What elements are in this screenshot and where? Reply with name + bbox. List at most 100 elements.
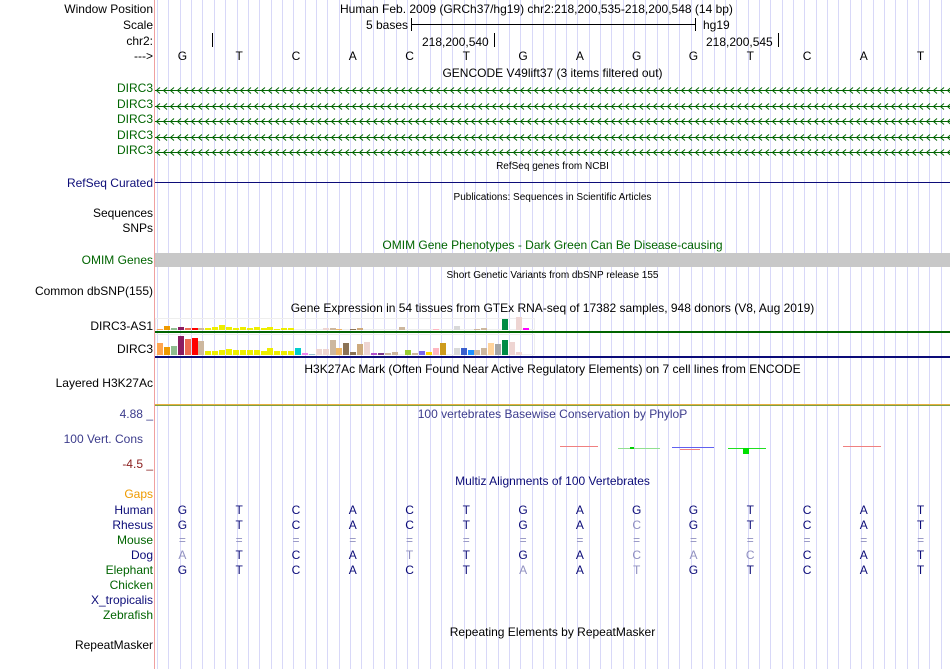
h3k27ac-label[interactable]: Layered H3K27Ac — [55, 376, 153, 390]
gencode-track-label[interactable]: DIRC3 — [116, 96, 153, 111]
gtex-bar[interactable] — [177, 336, 184, 355]
gtex-bar[interactable] — [433, 329, 439, 330]
gtex-gene-label[interactable]: DIRC3 — [116, 342, 153, 356]
gtex-bar[interactable] — [315, 349, 322, 355]
gtex-bar[interactable] — [391, 352, 398, 355]
gtex-bar[interactable] — [170, 346, 177, 355]
gtex-bar[interactable] — [398, 327, 405, 330]
gtex-bar[interactable] — [370, 353, 377, 355]
omim-bar[interactable] — [155, 253, 950, 267]
species-label[interactable]: Mouse — [116, 533, 153, 547]
gencode-track-label[interactable]: DIRC3 — [116, 81, 153, 95]
gtex-bar[interactable] — [426, 352, 433, 355]
gtex-bar[interactable] — [260, 351, 267, 355]
refseq-line[interactable] — [155, 182, 950, 183]
gtex-bar[interactable] — [226, 327, 232, 330]
gtex-bar[interactable] — [322, 349, 329, 355]
gtex-bar[interactable] — [412, 353, 419, 355]
gtex-bar[interactable] — [515, 317, 522, 330]
phylop-label[interactable]: 100 Vert. Cons — [63, 432, 143, 446]
gtex-bar[interactable] — [322, 328, 329, 330]
gtex-bar[interactable] — [281, 328, 288, 330]
gtex-bar[interactable] — [405, 350, 412, 355]
gtex-bar[interactable] — [495, 344, 502, 355]
gtex-bar[interactable] — [219, 350, 226, 355]
gtex-bar[interactable] — [267, 348, 274, 355]
gtex-bar[interactable] — [212, 327, 219, 330]
gtex-bar[interactable] — [198, 328, 205, 330]
gtex-bar[interactable] — [343, 343, 350, 355]
species-label[interactable]: Human — [114, 503, 153, 517]
gtex-bar[interactable] — [481, 328, 488, 330]
gencode-transcript[interactable] — [155, 100, 950, 111]
gtex-bar[interactable] — [329, 340, 336, 355]
gtex-bar[interactable] — [205, 351, 212, 355]
gtex-bar[interactable] — [274, 329, 281, 330]
gencode-transcript[interactable] — [155, 84, 950, 95]
gtex-bar[interactable] — [453, 348, 460, 355]
gtex-bar[interactable] — [357, 344, 364, 355]
gtex-bar[interactable] — [177, 327, 184, 330]
gtex-bar[interactable] — [439, 343, 446, 355]
gtex-bar[interactable] — [232, 350, 239, 355]
gtex-bar[interactable] — [253, 350, 260, 355]
gtex-bar[interactable] — [502, 340, 508, 355]
sequences-label[interactable]: Sequences — [92, 206, 153, 220]
dbsnp-label[interactable]: Common dbSNP(155) — [34, 284, 153, 298]
gtex-bar[interactable] — [232, 328, 239, 330]
gtex-bar[interactable] — [239, 350, 246, 355]
gencode-track-label[interactable]: DIRC3 — [116, 143, 153, 157]
gtex-bar[interactable] — [474, 329, 481, 330]
gtex-bar[interactable] — [481, 348, 488, 355]
gtex-bar[interactable] — [157, 343, 163, 355]
omim-label[interactable]: OMIM Genes — [81, 253, 153, 267]
gtex-bar[interactable] — [295, 348, 301, 355]
gtex-bar[interactable] — [163, 326, 170, 330]
gtex-bar[interactable] — [191, 338, 198, 355]
gtex-bar[interactable] — [329, 328, 336, 330]
gtex-bar[interactable] — [336, 348, 343, 355]
gtex-bar[interactable] — [336, 329, 343, 330]
gtex-bar[interactable] — [184, 328, 191, 330]
gtex-bar[interactable] — [433, 348, 439, 355]
gtex-bar[interactable] — [515, 352, 522, 355]
gtex-bar[interactable] — [163, 347, 170, 355]
gencode-transcript[interactable] — [155, 131, 950, 142]
snps-label[interactable]: SNPs — [122, 221, 153, 235]
gtex-bar[interactable] — [308, 354, 315, 355]
gtex-bar[interactable] — [281, 351, 288, 355]
gtex-bar[interactable] — [364, 342, 370, 355]
gtex-bar[interactable] — [419, 351, 426, 355]
gtex-bar[interactable] — [219, 325, 226, 330]
gtex-bar[interactable] — [460, 348, 467, 355]
h3k27ac-signal[interactable] — [155, 404, 950, 406]
species-label[interactable]: Dog — [130, 548, 153, 562]
gtex-bar[interactable] — [377, 353, 384, 355]
repeatmasker-label[interactable]: RepeatMasker — [74, 638, 153, 652]
gtex-bar[interactable] — [267, 327, 274, 330]
gtex-bar[interactable] — [184, 339, 191, 355]
species-label[interactable]: Zebrafish — [102, 608, 153, 622]
gencode-transcript[interactable] — [155, 115, 950, 126]
gtex-bar[interactable] — [274, 351, 281, 355]
species-label[interactable]: Rhesus — [112, 518, 153, 532]
gencode-track-label[interactable]: DIRC3 — [116, 127, 153, 142]
gtex-gene-line[interactable] — [155, 331, 950, 333]
gtex-bar[interactable] — [212, 351, 219, 355]
gtex-bar[interactable] — [508, 342, 515, 355]
gtex-bar[interactable] — [288, 328, 295, 330]
gtex-bar[interactable] — [301, 353, 308, 355]
gtex-bar[interactable] — [350, 352, 357, 355]
species-label[interactable]: Chicken — [109, 578, 153, 592]
gtex-bar[interactable] — [357, 328, 364, 330]
gtex-bar[interactable] — [288, 351, 295, 355]
gtex-bar[interactable] — [474, 350, 481, 355]
gtex-bar[interactable] — [253, 327, 260, 330]
gtex-bar[interactable] — [246, 328, 253, 330]
species-label[interactable]: X_tropicalis — [90, 593, 153, 607]
gtex-bar[interactable] — [260, 328, 267, 330]
gencode-transcript[interactable] — [155, 146, 950, 157]
gtex-bar[interactable] — [246, 350, 253, 355]
species-label[interactable]: Elephant — [105, 563, 153, 577]
gtex-bar[interactable] — [239, 327, 246, 330]
